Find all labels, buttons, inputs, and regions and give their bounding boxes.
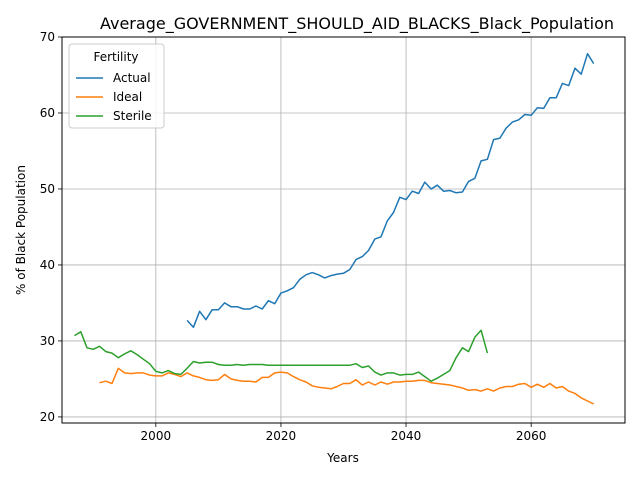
series-line-actual: [186, 52, 595, 329]
x-tick-label: 2060: [516, 429, 547, 443]
y-tick-label: 30: [40, 334, 55, 348]
legend-box: [68, 43, 165, 129]
chart-title: Average_GOVERNMENT_SHOULD_AID_BLACKS_Bla…: [100, 14, 614, 34]
legend: Fertility Actual Ideal Sterile: [68, 43, 165, 129]
y-tick-label: 50: [40, 182, 55, 196]
x-axis: 2000 2020 2040 2060: [141, 423, 547, 443]
x-axis-label: Years: [326, 451, 359, 465]
y-tick-label: 70: [40, 30, 55, 44]
y-tick-label: 20: [40, 410, 55, 424]
series-lines: [74, 52, 595, 405]
y-tick-label: 60: [40, 106, 55, 120]
legend-label-actual: Actual: [113, 71, 151, 85]
legend-label-ideal: Ideal: [113, 90, 142, 104]
legend-label-sterile: Sterile: [113, 109, 152, 123]
legend-title: Fertility: [93, 50, 138, 64]
plot-frame: [61, 36, 626, 424]
y-axis: 20 30 40 50 60 70: [40, 30, 62, 424]
series-line-sterile: [74, 329, 489, 382]
y-tick-label: 40: [40, 258, 55, 272]
series-line-ideal: [99, 367, 595, 405]
x-tick-label: 2000: [141, 429, 172, 443]
x-tick-label: 2040: [391, 429, 422, 443]
y-axis-label: % of Black Population: [14, 165, 28, 295]
x-tick-label: 2020: [266, 429, 297, 443]
